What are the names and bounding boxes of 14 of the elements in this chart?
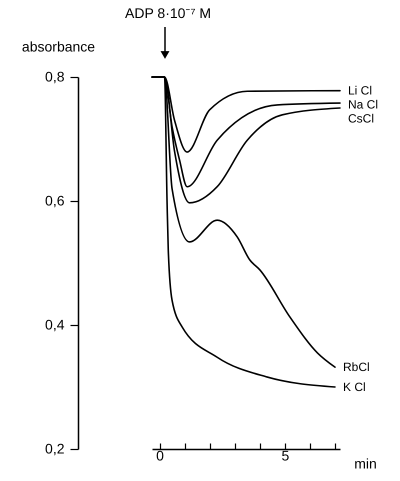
- series-label: Na Cl: [348, 98, 378, 112]
- x-tick-label: 0: [156, 448, 164, 464]
- y-tick-label: 0,4: [45, 316, 65, 332]
- y-tick-label: 0,2: [45, 440, 65, 456]
- series-label: K Cl: [342, 380, 366, 394]
- y-tick-label: 0,8: [45, 68, 65, 84]
- y-tick-label: 0,6: [45, 192, 65, 208]
- x-tick-label: 5: [281, 448, 290, 464]
- series-label: Li Cl: [348, 84, 372, 98]
- y-axis-title: absorbance: [22, 38, 96, 54]
- series-label: CsCl: [348, 112, 374, 126]
- series-label: RbCl: [342, 360, 370, 374]
- x-axis-title: min: [354, 456, 377, 472]
- text: ADP 8·10⁻⁷ M: [125, 5, 212, 21]
